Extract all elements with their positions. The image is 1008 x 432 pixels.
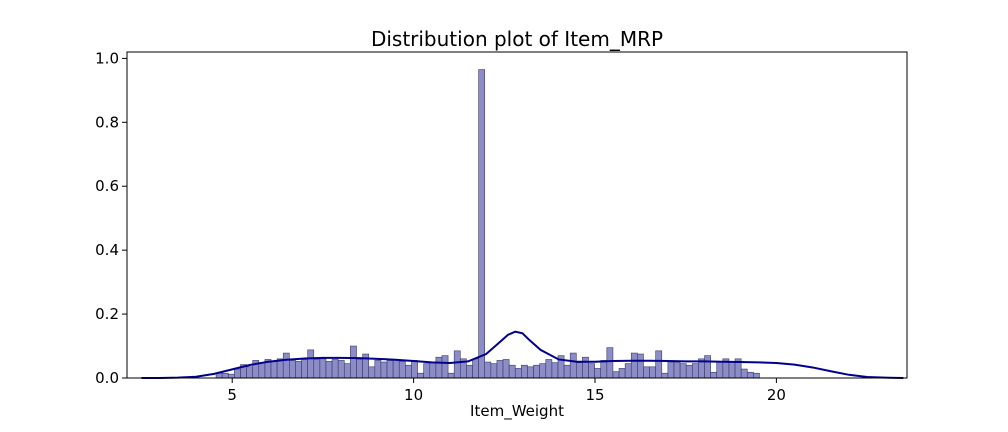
histogram-bar (270, 361, 278, 379)
histogram-bar (484, 361, 492, 379)
histogram-bar (325, 361, 333, 379)
histogram-bar (618, 368, 626, 379)
histogram-bar (472, 358, 479, 379)
histogram-bar (679, 363, 687, 379)
histogram-bar (514, 368, 522, 379)
histogram-bar (594, 368, 602, 379)
histogram-bar (655, 350, 663, 379)
x-tick-label: 20 (767, 386, 786, 404)
histogram-bar (692, 363, 699, 379)
histogram-bar (716, 361, 724, 379)
histogram-bar (227, 373, 235, 379)
histogram-bar (490, 363, 498, 379)
histogram-bar (423, 363, 431, 379)
histogram-bar (417, 372, 424, 379)
histogram-bar (343, 363, 351, 379)
histogram-bar (563, 364, 571, 379)
histogram-bar (398, 361, 406, 379)
histogram-bar (539, 363, 547, 379)
histogram-bar (331, 359, 339, 379)
histogram-bar (435, 356, 443, 379)
x-tick-label: 15 (585, 386, 604, 404)
histogram-bar (630, 352, 638, 379)
histogram-bar (405, 364, 412, 379)
histogram-bar (527, 366, 534, 379)
histogram-bar (661, 372, 669, 379)
histogram-bar (356, 359, 363, 379)
histogram-bar (746, 371, 754, 379)
histogram-bar (521, 364, 528, 379)
histogram-bar (386, 360, 394, 379)
histogram-bar (649, 366, 656, 379)
histogram-bar (508, 364, 516, 379)
histogram-bar (282, 352, 290, 379)
y-tick-label: 0.8 (95, 113, 119, 131)
histogram-bar (582, 356, 589, 379)
histogram-bar (295, 361, 302, 379)
histogram-bar (496, 360, 504, 379)
histogram-bar (685, 364, 693, 379)
histogram-bar (606, 347, 614, 379)
histogram-bar (447, 372, 455, 379)
histogram-bar (453, 350, 461, 379)
histogram-bar (569, 352, 577, 379)
histogram-bar (307, 349, 315, 379)
histogram-bar (728, 361, 736, 379)
histogram-bar (478, 69, 486, 379)
histogram-bar (502, 359, 510, 379)
histogram-bar (551, 362, 559, 379)
histogram-bar (319, 358, 327, 379)
histogram-bar (533, 364, 540, 379)
histogram-bar (667, 361, 675, 379)
histogram-bar (740, 368, 748, 379)
x-tick-label: 10 (404, 386, 423, 404)
histogram-bar (313, 359, 321, 379)
histogram-bar (289, 360, 296, 379)
y-tick-label: 1.0 (95, 49, 119, 67)
histogram-bar (643, 366, 650, 379)
histogram-bar (753, 372, 760, 379)
histogram-bar (466, 364, 473, 379)
x-axis: 5 10 15 20 (227, 378, 786, 404)
histogram-bar (612, 371, 620, 379)
histogram-bar (368, 366, 376, 379)
histogram-bar (301, 359, 308, 379)
kde-curve (141, 330, 904, 379)
histogram-bar (392, 359, 400, 379)
histogram-bar (545, 359, 553, 379)
plot-frame (126, 51, 908, 379)
histogram-bar (624, 363, 632, 379)
histogram-bar (411, 360, 418, 379)
histogram-bar (576, 362, 583, 379)
histogram-bar (221, 372, 229, 379)
histogram-bar (673, 361, 681, 379)
histogram-bar (380, 361, 388, 379)
histogram-bar (337, 360, 345, 379)
y-tick-label: 0.2 (95, 305, 119, 323)
histogram-bar (600, 360, 608, 379)
histogram-bar (350, 345, 357, 379)
chart-title: Distribution plot of Item_MRP (371, 27, 663, 51)
histogram-bar (441, 355, 449, 379)
x-axis-label: Item_Weight (470, 402, 564, 421)
histogram-bar (704, 355, 711, 379)
histogram-bar (710, 371, 718, 379)
y-tick-label: 0.4 (95, 241, 119, 259)
histogram-bar (588, 363, 595, 379)
histogram-bars (215, 69, 760, 379)
histogram-bar (246, 366, 253, 379)
y-axis: 0.0 0.2 0.4 0.6 0.8 1.0 (95, 49, 127, 387)
y-tick-label: 0.0 (95, 369, 119, 387)
histogram-bar (637, 353, 644, 379)
y-tick-label: 0.6 (95, 177, 119, 195)
histogram-bar (276, 358, 284, 379)
histogram-bar (258, 362, 266, 379)
histogram-bar (234, 368, 241, 379)
histogram-bar (429, 362, 437, 379)
x-tick-label: 5 (227, 386, 237, 404)
histogram-bar (374, 360, 382, 379)
